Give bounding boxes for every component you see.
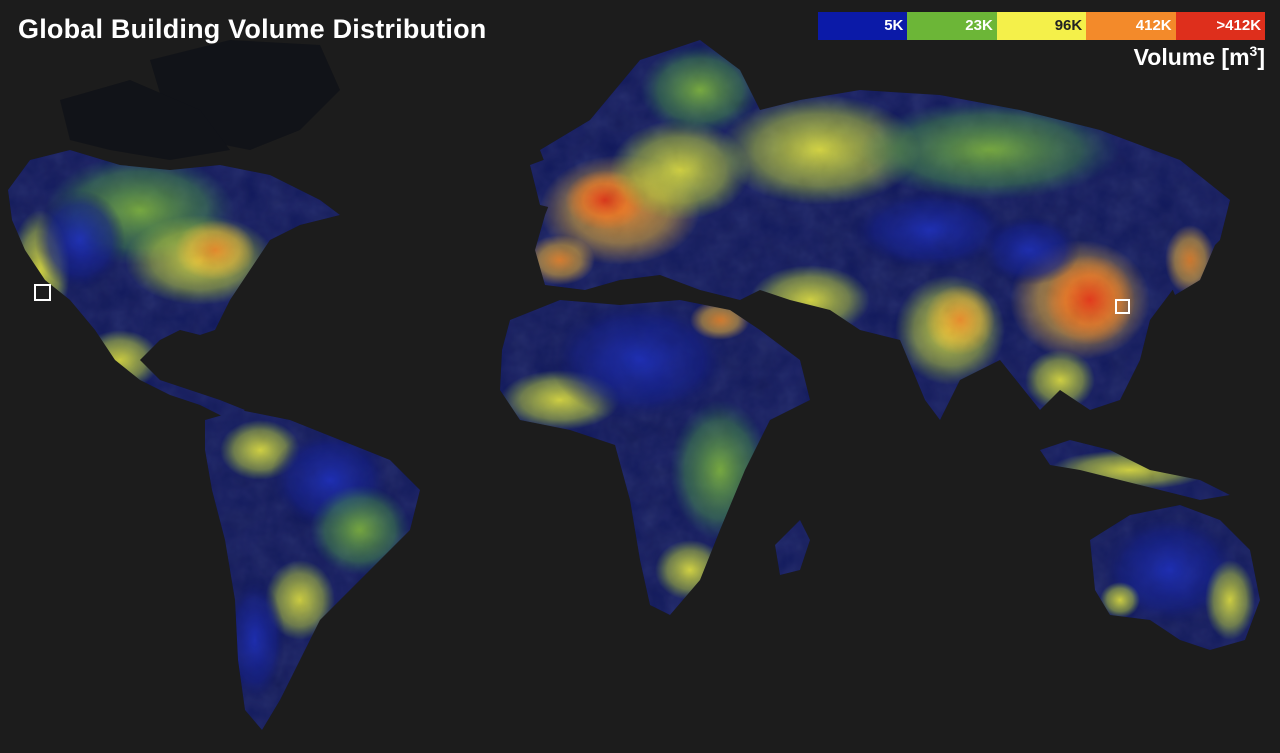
- map-title: Global Building Volume Distribution: [18, 14, 487, 44]
- legend-unit-exponent: 3: [1249, 43, 1258, 59]
- legend-color-bar: 5K 23K 96K 412K >412K: [818, 12, 1266, 40]
- canada-north-landmass: [60, 80, 230, 160]
- volume-legend: 5K 23K 96K 412K >412K Volume [m3]: [818, 12, 1266, 92]
- legend-class-over-412k: >412K: [1175, 12, 1266, 40]
- east-china-marker: [1115, 299, 1130, 314]
- west-coast-usa-marker: [34, 284, 51, 301]
- legend-class-96k: 96K: [996, 12, 1087, 40]
- legend-unit-prefix: Volume [m: [1133, 44, 1250, 70]
- legend-class-23k: 23K: [907, 12, 997, 40]
- legend-class-5k: 5K: [818, 12, 908, 40]
- legend-class-412k: 412K: [1086, 12, 1176, 40]
- legend-unit-suffix: ]: [1257, 44, 1265, 70]
- region-markers: [34, 284, 1130, 314]
- legend-unit-label: Volume [m3]: [1134, 43, 1265, 71]
